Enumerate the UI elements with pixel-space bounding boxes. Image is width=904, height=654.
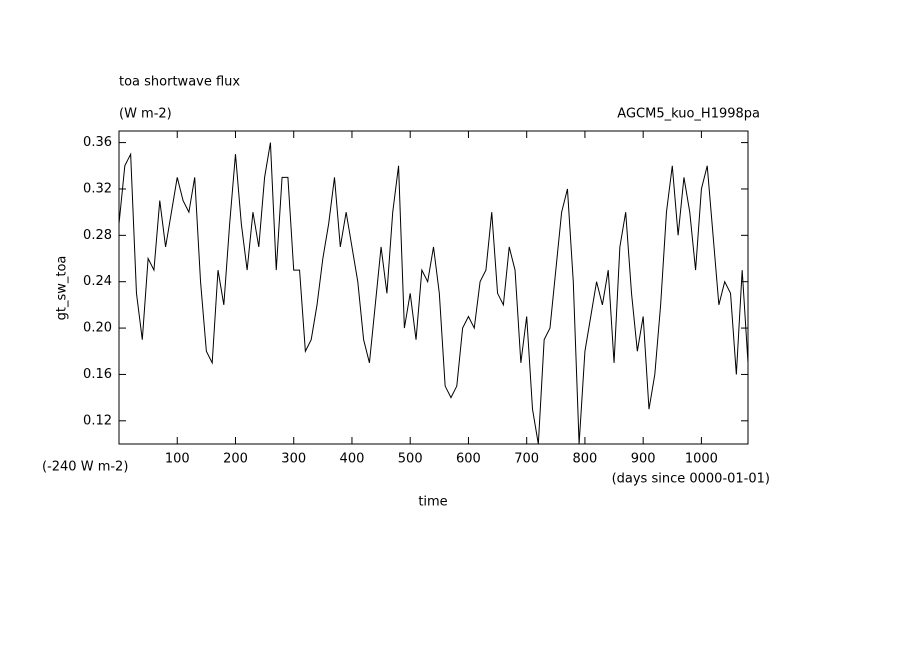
x-tick-label: 400 [340, 452, 365, 467]
y-tick-label: 0.36 [83, 135, 112, 150]
model-label: AGCM5_kuo_H1998pa [617, 107, 760, 122]
x-tick-label: 600 [456, 452, 481, 467]
x-tick-label: 800 [573, 452, 598, 467]
x-tick-label: 900 [631, 452, 656, 467]
y-tick-label: 0.28 [83, 228, 112, 243]
x-tick-label: 1000 [685, 452, 718, 467]
plot-frame [118, 130, 749, 445]
offset-label: (-240 W m-2) [42, 460, 128, 475]
y-tick-label: 0.12 [83, 413, 112, 428]
x-tick-label: 300 [281, 452, 306, 467]
y-tick-label: 0.16 [83, 367, 112, 382]
x-tick-label: 700 [514, 452, 539, 467]
x-unit-label: (days since 0000-01-01) [612, 472, 770, 487]
y-tick-label: 0.32 [83, 181, 112, 196]
y-tick-label: 0.24 [83, 274, 112, 289]
x-tick-label: 500 [398, 452, 423, 467]
x-tick-label: 200 [223, 452, 248, 467]
chart-subtitle: (W m-2) [119, 107, 172, 122]
chart-title: toa shortwave flux [119, 75, 240, 90]
data-line [118, 142, 749, 445]
y-tick-label: 0.20 [83, 321, 112, 336]
y-axis-label: gt_sw_toa [55, 256, 70, 321]
x-tick-label: 100 [165, 452, 190, 467]
x-axis-label: time [418, 495, 447, 510]
